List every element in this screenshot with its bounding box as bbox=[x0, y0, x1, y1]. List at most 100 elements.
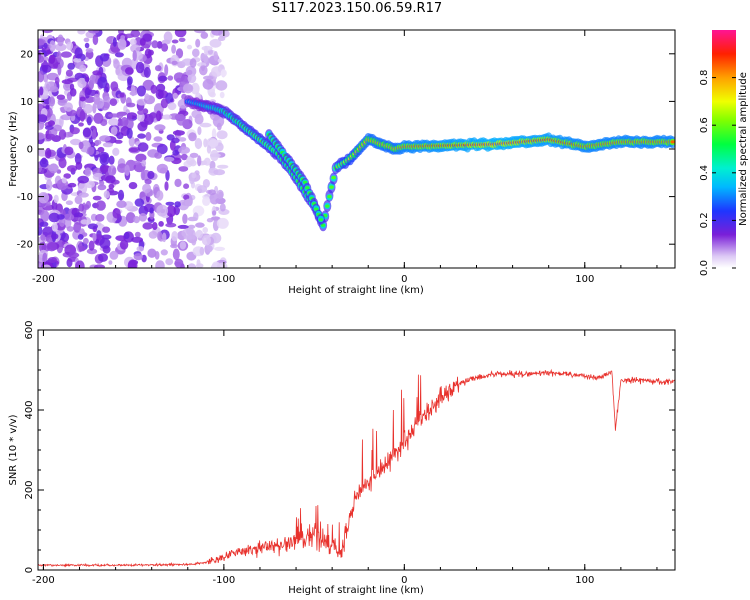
noise-blob bbox=[160, 249, 168, 256]
noise-blob bbox=[165, 258, 174, 266]
noise-blob bbox=[189, 152, 199, 158]
noise-blob bbox=[150, 84, 158, 94]
noise-blob bbox=[219, 203, 226, 212]
noise-blob bbox=[38, 55, 45, 63]
noise-blob bbox=[213, 169, 225, 176]
noise-blob bbox=[109, 98, 118, 106]
noise-blob bbox=[92, 195, 102, 201]
noise-blob bbox=[39, 86, 44, 96]
noise-blob bbox=[38, 70, 45, 83]
noise-blob bbox=[137, 110, 145, 115]
noise-blob bbox=[125, 212, 136, 224]
noise-blob bbox=[220, 69, 227, 77]
noise-blob bbox=[120, 35, 126, 40]
noise-blob bbox=[201, 234, 211, 246]
noise-blob bbox=[108, 155, 115, 165]
noise-blob bbox=[143, 66, 151, 78]
noise-blob bbox=[212, 115, 225, 128]
noise-blob bbox=[84, 42, 90, 49]
noise-blob bbox=[179, 241, 187, 250]
colorbar: 0.0 0.2 0.4 0.6 0.8 Normalized spectral ampl… bbox=[699, 30, 749, 276]
noise-blob bbox=[48, 212, 60, 223]
noise-blob bbox=[110, 126, 118, 135]
colorbar-ticks: 0.0 0.2 0.4 0.6 0.8 bbox=[699, 70, 736, 276]
noise-blob bbox=[154, 124, 166, 131]
noise-blob bbox=[40, 210, 50, 222]
noise-blob bbox=[97, 76, 108, 89]
noise-blob bbox=[195, 229, 203, 239]
noise-blob bbox=[209, 38, 222, 48]
noise-blob bbox=[171, 231, 179, 242]
noise-blob bbox=[98, 151, 109, 160]
noise-blob bbox=[79, 96, 86, 102]
noise-blob bbox=[157, 231, 163, 241]
noise-blob bbox=[182, 213, 188, 224]
noise-blob bbox=[137, 121, 148, 132]
noise-blob bbox=[167, 102, 177, 111]
noise-blob bbox=[97, 184, 107, 191]
noise-blob bbox=[43, 42, 48, 49]
noise-blob bbox=[219, 91, 225, 99]
noise-blob bbox=[47, 257, 58, 263]
noise-blob bbox=[78, 245, 86, 252]
noise-blob bbox=[92, 34, 99, 46]
noise-blob bbox=[164, 181, 169, 191]
noise-blob bbox=[178, 146, 191, 154]
noise-blob bbox=[95, 238, 100, 244]
noise-blob bbox=[98, 253, 108, 262]
y-tick-label: 10 bbox=[20, 97, 33, 108]
noise-blob bbox=[114, 52, 124, 58]
noise-blob bbox=[68, 252, 80, 258]
noise-blob bbox=[84, 76, 90, 82]
noise-blob bbox=[195, 38, 201, 48]
noise-blob bbox=[180, 153, 188, 161]
noise-blob bbox=[87, 146, 95, 156]
noise-blob bbox=[147, 170, 155, 180]
colorbar-gradient bbox=[712, 30, 736, 268]
noise-blob bbox=[79, 64, 87, 72]
noise-blob bbox=[151, 40, 159, 49]
noise-blob bbox=[80, 219, 89, 225]
noise-blob bbox=[130, 84, 136, 97]
noise-blob bbox=[154, 152, 163, 159]
noise-blob bbox=[58, 129, 67, 140]
noise-blob bbox=[182, 83, 194, 94]
noise-blob bbox=[176, 113, 186, 126]
noise-blob bbox=[65, 200, 73, 205]
noise-blob bbox=[164, 64, 169, 76]
noise-blob bbox=[61, 177, 67, 184]
noise-blob bbox=[130, 44, 141, 53]
x-tick-label: 100 bbox=[575, 575, 594, 586]
noise-blob bbox=[200, 31, 209, 39]
noise-blob bbox=[174, 30, 187, 38]
noise-blob bbox=[108, 260, 113, 265]
noise-blob bbox=[134, 231, 141, 238]
noise-blob bbox=[152, 222, 158, 230]
noise-blob bbox=[38, 38, 46, 46]
noise-blob bbox=[203, 54, 209, 64]
noise-blob bbox=[190, 82, 200, 95]
noise-blob bbox=[215, 80, 228, 91]
colorbar-tick-label: 0.6 bbox=[699, 117, 710, 133]
noise-blob bbox=[183, 183, 190, 189]
noise-blob bbox=[74, 195, 83, 205]
x-tick-label: -200 bbox=[32, 274, 55, 285]
noise-blob bbox=[66, 226, 75, 232]
noise-blob bbox=[174, 258, 184, 268]
ridge-marks bbox=[183, 95, 675, 232]
noise-blob bbox=[63, 102, 73, 112]
noise-blob bbox=[74, 212, 84, 218]
noise-blob bbox=[67, 182, 77, 188]
noise-blob bbox=[84, 167, 92, 177]
noise-blob bbox=[78, 122, 84, 127]
noise-blob bbox=[78, 192, 89, 198]
noise-blob bbox=[105, 175, 116, 184]
noise-blob bbox=[108, 183, 115, 190]
noise-blob bbox=[69, 127, 80, 135]
ridge-core bbox=[325, 204, 330, 208]
noise-blob bbox=[128, 182, 138, 190]
noise-blob bbox=[49, 40, 56, 52]
noise-blob bbox=[163, 156, 175, 162]
